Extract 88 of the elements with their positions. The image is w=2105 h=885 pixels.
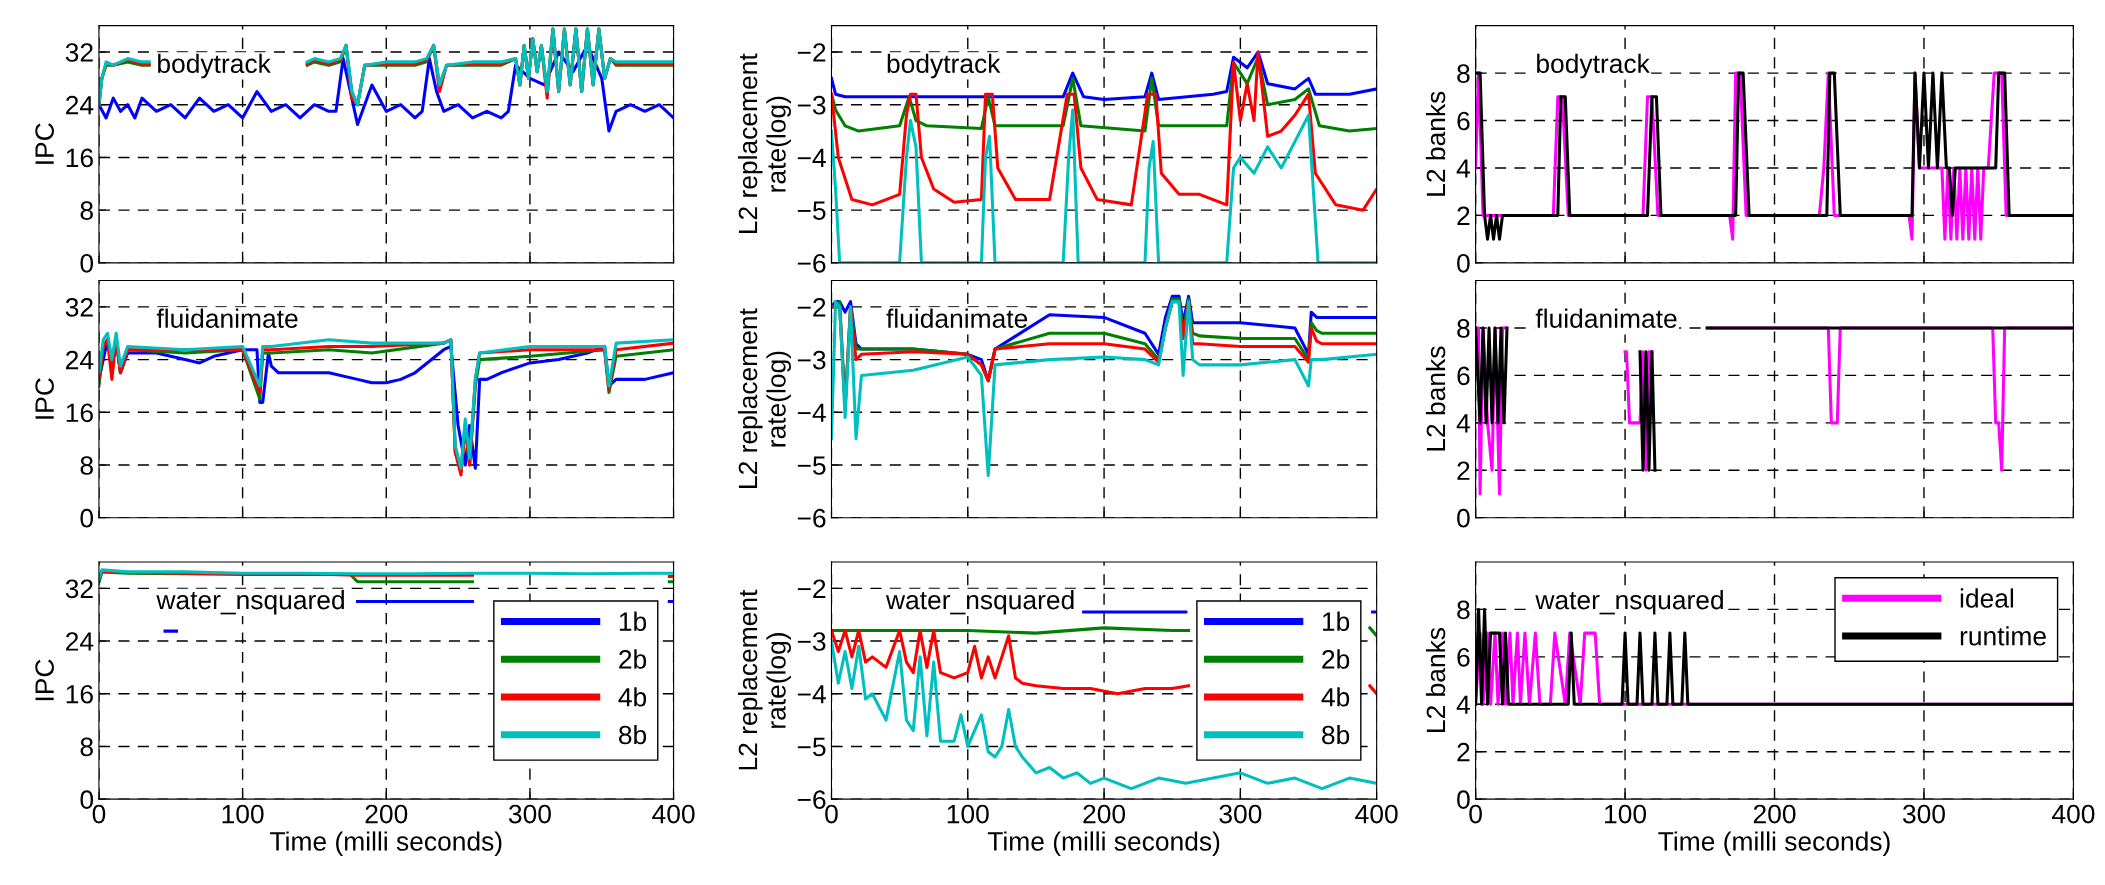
x-tick-label: 300 — [1219, 804, 1262, 824]
x-axis-title: Time (milli seconds) — [1658, 831, 1890, 856]
y-tick-label: 16 — [66, 148, 93, 168]
y-tick-label: 16 — [66, 684, 93, 704]
y-tick-label: −6 — [797, 253, 826, 273]
y-tick-label: 0 — [80, 508, 94, 528]
y-tick-label: 4 — [1456, 695, 1470, 714]
annotation: water_nsquared — [1535, 590, 1723, 615]
annotation: fluidanimate — [886, 308, 1028, 328]
annotation: water_nsquared — [156, 590, 344, 615]
y-tick-label: 4 — [1456, 159, 1470, 178]
y-tick-label: 6 — [1457, 366, 1470, 386]
y-tick-label: −2 — [797, 43, 826, 62]
annotation: fluidanimate — [156, 308, 298, 328]
y-tick-label: 32 — [65, 298, 93, 317]
y-axis-title: L2 banks — [1425, 627, 1446, 732]
x-tick-label: 100 — [1605, 804, 1647, 824]
y-axis-title: IPC — [35, 123, 54, 164]
y-tick-label: 8 — [1457, 64, 1470, 83]
x-tick-label: 200 — [365, 804, 408, 824]
y-axis-title: IPC — [35, 659, 54, 701]
legend-label: 2b — [619, 649, 647, 669]
x-tick-label: 400 — [1355, 804, 1398, 824]
y-tick-label: 8 — [80, 737, 93, 757]
annotation: fluidanimate — [1535, 308, 1677, 328]
y-tick-label: −3 — [797, 350, 826, 370]
y-tick-label: −3 — [797, 632, 826, 651]
y-tick-label: 24 — [66, 95, 94, 115]
x-tick-label: 200 — [1753, 804, 1796, 824]
y-tick-label: 2 — [1457, 742, 1470, 762]
y-tick-label: −4 — [797, 148, 826, 167]
y-tick-label: 24 — [66, 350, 94, 370]
y-tick-label: 8 — [1457, 600, 1470, 620]
y-tick-label: −2 — [797, 298, 826, 317]
x-tick-label: 100 — [222, 804, 264, 824]
y-tick-label: 6 — [1457, 647, 1470, 667]
y-axis-title: L2 replacement rate(log) — [737, 308, 791, 488]
y-tick-label: 0 — [1457, 508, 1470, 528]
y-tick-label: 0 — [80, 790, 94, 809]
legend-label: 1b — [619, 611, 647, 631]
x-tick-label: 100 — [947, 804, 989, 824]
y-tick-label: 4 — [1456, 414, 1470, 433]
y-tick-label: −5 — [797, 456, 826, 475]
legend-label: 8b — [619, 724, 647, 745]
y-tick-label: 0 — [1457, 790, 1470, 809]
y-tick-label: −6 — [797, 790, 826, 809]
y-tick-label: 2 — [1457, 461, 1470, 480]
y-axis-title: L2 banks — [1425, 346, 1446, 451]
x-tick-label: 200 — [1083, 804, 1126, 824]
y-tick-label: 16 — [66, 403, 93, 423]
y-tick-label: 8 — [80, 201, 93, 220]
legend-label: 8b — [1322, 724, 1350, 745]
x-tick-label: 300 — [508, 804, 551, 824]
y-tick-label: 6 — [1457, 111, 1470, 131]
annotation: bodytrack — [158, 53, 271, 79]
y-tick-label: 8 — [1457, 319, 1470, 338]
x-axis-title: Time (milli seconds) — [987, 831, 1220, 856]
legend-label: 4b — [1321, 687, 1350, 707]
legend-label: 2b — [1322, 649, 1350, 669]
annotation: water_nsquared — [885, 590, 1074, 615]
annotation: bodytrack — [887, 53, 1001, 79]
y-tick-label: 8 — [80, 456, 93, 475]
y-tick-label: −6 — [797, 508, 826, 528]
y-axis-title: IPC — [35, 378, 54, 419]
x-tick-label: 400 — [652, 804, 695, 824]
y-tick-label: 2 — [1457, 206, 1470, 225]
y-tick-label: 32 — [65, 43, 93, 62]
y-tick-label: 0 — [1457, 253, 1470, 273]
x-axis-title: Time (milli seconds) — [270, 831, 502, 856]
y-tick-label: −4 — [797, 685, 826, 704]
legend-label: runtime — [1960, 626, 2046, 646]
y-tick-label: 24 — [66, 632, 94, 651]
annotation: bodytrack — [1537, 53, 1650, 79]
y-tick-label: 0 — [80, 253, 94, 273]
y-axis-title: L2 banks — [1425, 91, 1446, 196]
x-tick-label: 300 — [1902, 804, 1945, 824]
legend-label: 1b — [1322, 611, 1350, 631]
x-tick-label: 400 — [2052, 804, 2095, 824]
y-tick-label: −5 — [797, 201, 826, 220]
legend-label: ideal — [1960, 588, 2014, 608]
legend-label: 4b — [618, 687, 647, 707]
y-axis-title: L2 replacement rate(log) — [737, 589, 791, 770]
y-tick-label: −4 — [797, 403, 826, 422]
y-tick-label: 32 — [65, 579, 93, 599]
y-tick-label: −5 — [797, 737, 826, 757]
y-tick-label: −3 — [797, 95, 826, 115]
y-axis-title: L2 replacement rate(log) — [737, 53, 791, 234]
y-tick-label: −2 — [797, 579, 826, 598]
